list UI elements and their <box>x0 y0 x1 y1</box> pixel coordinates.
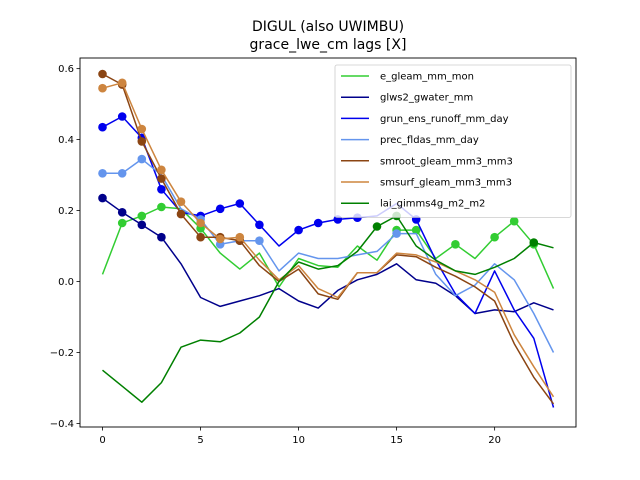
x-tick-label-4: 20 <box>488 435 501 446</box>
y-tick-label-3: 0.2 <box>58 206 74 217</box>
x-tick-label-2: 10 <box>292 435 305 446</box>
x-tick-label-3: 15 <box>390 435 403 446</box>
plot-area <box>98 69 555 408</box>
data-point-0-21 <box>509 216 519 226</box>
data-point-5-5 <box>196 218 205 228</box>
legend-label-2: grun_ens_runoff_mm_day <box>380 114 509 125</box>
legend-label-1: glws2_gwater_mm <box>380 93 473 104</box>
data-point-2-10 <box>294 225 303 235</box>
data-point-2-8 <box>255 220 264 230</box>
data-point-4-3 <box>157 174 166 183</box>
data-point-2-1 <box>117 112 127 121</box>
y-tick-label-4: 0.4 <box>58 135 74 146</box>
y-tick-label-2: 0.0 <box>58 277 74 288</box>
series-line-1 <box>102 197 554 315</box>
data-point-0-20 <box>490 232 499 242</box>
y-tick-label-1: −0.2 <box>50 348 74 359</box>
data-point-5-4 <box>176 197 186 206</box>
data-point-3-2 <box>137 154 147 164</box>
legend-label-3: prec_fldas_mm_day <box>380 135 479 146</box>
series-line-6 <box>102 215 554 403</box>
data-point-3-15 <box>392 229 401 238</box>
axes-frame <box>79 57 577 428</box>
data-point-0-1 <box>117 218 127 228</box>
data-point-2-11 <box>313 218 323 228</box>
data-point-5-1 <box>117 78 127 88</box>
legend-label-0: e_gleam_mm_mon <box>380 72 474 83</box>
data-point-0-3 <box>157 202 166 212</box>
data-point-1-2 <box>137 220 147 230</box>
data-point-4-0 <box>98 69 107 79</box>
data-point-0-2 <box>137 211 147 221</box>
data-point-3-1 <box>117 169 127 178</box>
legend: e_gleam_mm_mon glws2_gwater_mm grun_ens_ru… <box>334 64 572 218</box>
legend-label-4: smroot_gleam_mm3_mm3 <box>380 156 513 167</box>
data-point-1-3 <box>157 232 166 242</box>
data-point-2-0 <box>98 122 107 132</box>
data-point-2-6 <box>215 204 225 214</box>
data-point-1-0 <box>98 193 107 203</box>
series-line-5 <box>102 82 555 398</box>
x-tick-label-1: 5 <box>197 435 203 446</box>
data-point-4-5 <box>196 232 205 242</box>
data-point-5-2 <box>137 124 147 134</box>
axes: 0 5 10 15 20 −0.4 −0.2 0.0 0.2 0.4 0.6 <box>50 57 577 446</box>
data-point-6-14 <box>372 222 382 231</box>
legend-box <box>334 64 572 218</box>
x-tick-label-0: 0 <box>99 435 105 446</box>
chart-subtitle: grace_lwe_cm lags [X] <box>250 37 407 53</box>
data-point-4-4 <box>176 209 186 219</box>
data-point-5-0 <box>98 83 107 93</box>
data-point-3-0 <box>98 169 107 178</box>
data-point-5-6 <box>215 234 225 244</box>
y-tick-label-0: −0.4 <box>50 419 74 430</box>
data-point-6-22 <box>529 238 539 247</box>
series-line-4 <box>102 73 555 405</box>
data-point-0-18 <box>451 240 460 249</box>
y-tick-label-5: 0.6 <box>58 64 74 75</box>
chart-title: DIGUL (also UWIMBU) <box>252 19 404 35</box>
data-point-2-7 <box>235 199 245 208</box>
data-point-4-2 <box>137 137 147 146</box>
data-point-3-8 <box>255 236 264 245</box>
data-point-0-16 <box>411 225 421 235</box>
data-point-1-1 <box>117 208 127 217</box>
data-point-2-3 <box>157 185 166 194</box>
legend-label-5: smsurf_gleam_mm3_mm3 <box>380 178 512 189</box>
data-point-5-3 <box>157 165 166 175</box>
data-point-5-7 <box>235 232 245 242</box>
legend-label-6: lai_gimms4g_m2_m2 <box>380 199 485 210</box>
